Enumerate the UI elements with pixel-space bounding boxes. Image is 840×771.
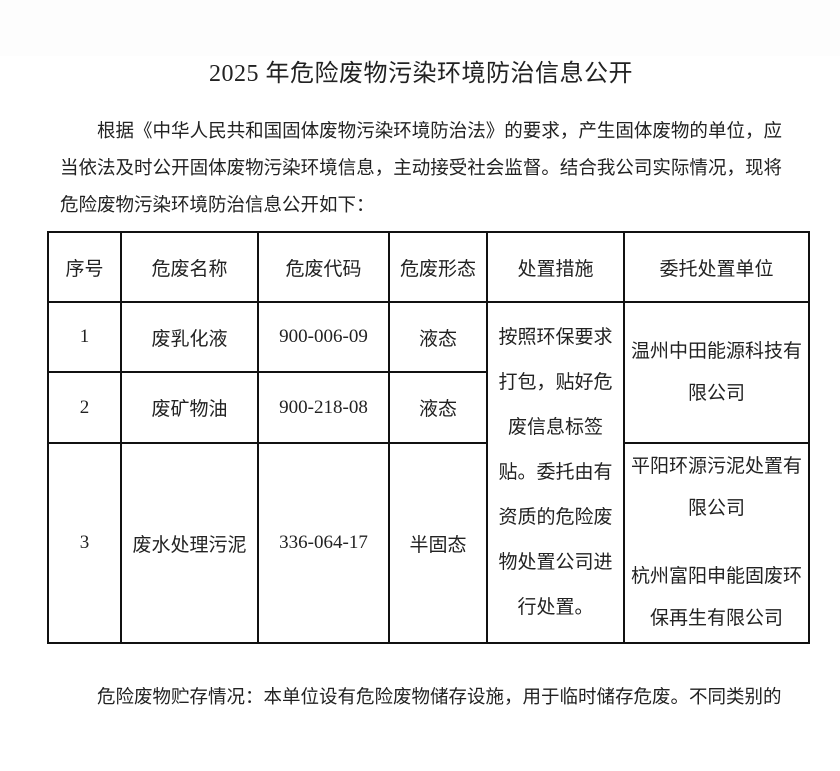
intro-paragraph: 根据《中华人民共和国固体废物污染环境防治法》的要求，产生固体废物的单位，应当依法…: [60, 122, 782, 216]
cell-waste-form: 半固态: [388, 442, 488, 644]
table-header-row: 序号 危废名称 危废代码 危废形态 处置措施 委托处置单位: [47, 231, 810, 303]
table-row: 1 废乳化液 900-006-09 液态 按照环保要求打包，贴好危废信息标签贴。…: [47, 301, 810, 644]
cell-entrusted-unit-2: 平阳环源污泥处置有限公司 杭州富阳申能固废环保再生有限公司: [623, 442, 810, 644]
cell-index: 3: [47, 442, 122, 644]
cell-entrusted-unit-1: 温州中田能源科技有限公司: [623, 301, 810, 444]
header-index: 序号: [47, 231, 122, 303]
header-disposal-measure: 处置措施: [486, 231, 625, 303]
entrusted-unit-name: 平阳环源污泥处置有限公司: [631, 456, 803, 519]
cell-waste-code: 900-218-08: [257, 371, 390, 444]
document-title: 2025 年危险废物污染环境防治信息公开: [209, 61, 633, 87]
cell-waste-code: 900-006-09: [257, 301, 390, 373]
table-row: 2 废矿物油 900-218-08 液态: [47, 371, 809, 444]
cell-disposal-measure: 按照环保要求打包，贴好危废信息标签贴。委托由有资质的危险废物处置公司进行处置。: [486, 301, 625, 644]
cell-waste-name: 废乳化液: [120, 301, 259, 373]
document-page: 2025 年危险废物污染环境防治信息公开 根据《中华人民共和国固体废物污染环境防…: [0, 56, 840, 771]
header-entrusted-unit: 委托处置单位: [623, 231, 810, 303]
cell-waste-code: 336-064-17: [257, 442, 390, 644]
hazardous-waste-table: 序号 危废名称 危废代码 危废形态 处置措施 委托处置单位 1 废乳化液 900…: [47, 231, 810, 644]
cell-index: 1: [47, 301, 122, 373]
table-row: 3 废水处理污泥 336-064-17 半固态 平阳环源污泥处置有限公司 杭州富…: [47, 442, 810, 644]
header-waste-form: 危废形态: [388, 231, 488, 303]
entrusted-unit-name: 杭州富阳申能固废环保再生有限公司: [631, 566, 803, 629]
cell-waste-form: 液态: [388, 301, 488, 373]
cell-waste-name: 废水处理污泥: [120, 442, 259, 644]
cell-index: 2: [47, 371, 122, 444]
header-waste-code: 危废代码: [257, 231, 390, 303]
cell-waste-form: 液态: [388, 371, 488, 444]
header-waste-name: 危废名称: [120, 231, 259, 303]
cell-waste-name: 废矿物油: [120, 371, 259, 444]
storage-paragraph: 危险废物贮存情况：本单位设有危险废物储存设施，用于临时储存危废。不同类别的: [97, 688, 782, 708]
